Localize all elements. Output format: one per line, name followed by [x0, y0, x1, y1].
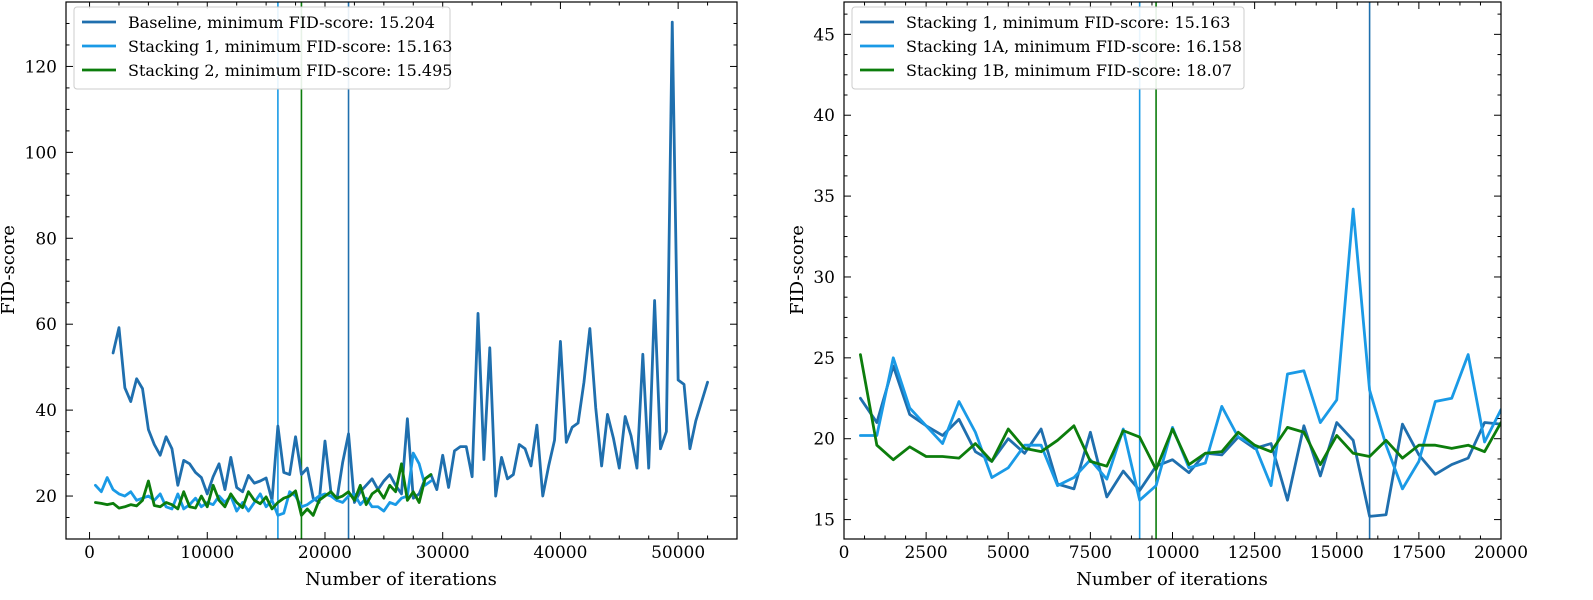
right-y-axis-label: FID-score	[787, 225, 808, 315]
right-x-tick-label: 15000	[1310, 543, 1364, 563]
chart-left: 0 10000 20000 30000 40000 50000 20 40 60 80 100 120…	[0, 1, 738, 590]
left-x-tick-label: 20000	[298, 543, 352, 563]
right-y-tick-label: 40	[813, 106, 835, 126]
right-x-tick-label: 17500	[1392, 543, 1446, 563]
right-x-tick-label: 2500	[904, 543, 947, 563]
left-series-line-3	[94, 462, 433, 517]
chart-right: 0 2500 5000 7500 10000 12500 15000 17500 20000 15…	[787, 1, 1528, 590]
right-y-tick-label: 45	[813, 25, 835, 45]
right-y-tick-label: 15	[813, 511, 835, 531]
left-x-tick-label: 50000	[651, 543, 705, 563]
left-x-tick-label: 40000	[533, 543, 587, 563]
left-legend-label-1: Baseline, minimum FID-score: 15.204	[128, 13, 435, 32]
left-plot-area	[94, 2, 709, 539]
right-legend-box	[851, 6, 1245, 90]
right-series-line-3	[859, 353, 1501, 471]
right-x-tick-label: 12500	[1228, 543, 1282, 563]
right-y-tick-label: 30	[813, 268, 835, 288]
right-legend-label-3: Stacking 1B, minimum FID-score: 18.07	[906, 61, 1232, 80]
right-legend-label-1: Stacking 1, minimum FID-score: 15.163	[906, 13, 1230, 32]
right-x-tick-label: 5000	[987, 543, 1030, 563]
right-y-tick-label: 20	[813, 430, 835, 450]
right-legend-label-2: Stacking 1A, minimum FID-score: 16.158	[906, 37, 1242, 56]
right-plot-area	[859, 2, 1501, 539]
right-x-tick-label: 10000	[1145, 543, 1199, 563]
left-y-tick-label: 60	[35, 315, 57, 335]
left-legend-label-3: Stacking 2, minimum FID-score: 15.495	[128, 61, 452, 80]
left-x-tick-label: 10000	[180, 543, 234, 563]
right-x-tick-label: 0	[839, 543, 850, 563]
left-y-tick-label: 100	[25, 143, 57, 163]
left-y-tick-label: 120	[25, 57, 57, 77]
right-y-tick-label: 25	[813, 349, 835, 369]
left-y-axis-label: FID-score	[0, 225, 19, 315]
left-axes-frame	[65, 1, 738, 540]
left-y-tick-label: 80	[35, 229, 57, 249]
left-x-axis-label: Number of iterations	[305, 569, 497, 590]
left-y-tick-label: 40	[35, 401, 57, 421]
left-x-tick-label: 0	[84, 543, 95, 563]
left-series-line-1	[111, 20, 709, 504]
right-y-tick-label: 35	[813, 187, 835, 207]
left-legend-box	[73, 6, 451, 90]
right-x-tick-label: 20000	[1474, 543, 1528, 563]
right-x-axis-label: Number of iterations	[1076, 569, 1268, 590]
left-legend-label-2: Stacking 1, minimum FID-score: 15.163	[128, 37, 452, 56]
left-x-tick-label: 30000	[416, 543, 470, 563]
right-series-line-1	[859, 364, 1501, 518]
left-y-tick-label: 20	[35, 487, 57, 507]
right-x-tick-label: 7500	[1069, 543, 1112, 563]
